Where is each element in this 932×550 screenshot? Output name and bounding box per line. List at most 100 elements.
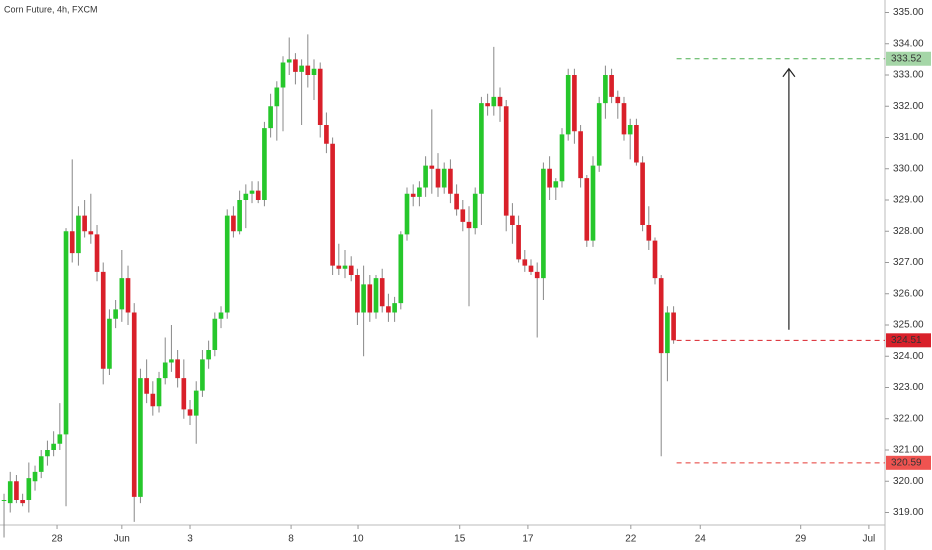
candle-body [423, 165, 428, 188]
candle-body [503, 106, 509, 216]
candle-body [460, 209, 466, 222]
candle-body [361, 284, 366, 313]
candle-body [76, 215, 81, 254]
x-tick-label: 10 [352, 534, 364, 545]
candle-body [305, 65, 311, 75]
x-tick-label: 28 [51, 534, 63, 545]
candle-body [435, 168, 441, 188]
candle-body [386, 306, 391, 313]
candle-body [255, 190, 261, 200]
candle-body [379, 278, 385, 307]
y-tick-label: 325.00 [893, 320, 924, 331]
candle-body [150, 393, 156, 407]
candle-body [454, 193, 459, 210]
candle-body [63, 231, 69, 435]
candle-body [355, 275, 360, 313]
candle-body [330, 143, 335, 266]
candle-body [572, 75, 577, 132]
candle-body [262, 128, 267, 200]
candle-body [627, 125, 633, 135]
candle-body [578, 131, 583, 179]
candle-body [658, 278, 664, 354]
candle-body [119, 278, 125, 310]
candle-body [206, 350, 211, 360]
candle-body [125, 278, 131, 313]
candle-body [640, 162, 645, 225]
candle-body [590, 165, 596, 241]
x-tick-label: 15 [454, 534, 466, 545]
candle-body [280, 62, 286, 88]
candle-body [646, 225, 652, 241]
candle-body [57, 434, 63, 444]
candle-body [299, 65, 304, 72]
price-label: 320.59 [891, 457, 922, 468]
candle-body [144, 378, 149, 394]
candle-body [94, 234, 100, 272]
candle-body [162, 362, 168, 379]
candle-body [268, 106, 273, 129]
candle-body [603, 75, 608, 104]
x-tick-label: 24 [695, 534, 707, 545]
candle-body [88, 231, 94, 235]
candle-body [131, 312, 137, 497]
candle-body [237, 200, 242, 232]
candle-body [441, 168, 447, 188]
candle-body [156, 378, 162, 407]
candle-body [348, 265, 354, 275]
candle-body [45, 450, 50, 457]
candle-body [293, 59, 298, 72]
candle-body [200, 359, 205, 391]
y-tick-label: 326.00 [893, 288, 924, 299]
y-tick-label: 319.00 [893, 507, 924, 518]
candle-body [169, 359, 174, 363]
x-tick-label: 8 [288, 534, 294, 545]
candle-body [671, 312, 676, 341]
candle-body [584, 178, 590, 241]
candle-body [417, 187, 422, 197]
y-tick-label: 329.00 [893, 195, 924, 206]
candle-body [429, 165, 435, 169]
candle-body [51, 443, 56, 450]
candle-body [559, 134, 565, 182]
y-tick-label: 327.00 [893, 257, 924, 268]
candle-body [218, 312, 224, 319]
candle-body [14, 481, 19, 500]
candle-body [187, 409, 193, 416]
candle-body [107, 318, 112, 369]
y-tick-label: 333.00 [893, 70, 924, 81]
candle-body [404, 193, 410, 235]
y-tick-label: 321.00 [893, 445, 924, 456]
candle-body [69, 231, 75, 254]
candle-body [466, 221, 472, 229]
candle-body [7, 481, 13, 504]
candle-body [181, 378, 187, 410]
x-tick-label: Jul [862, 534, 875, 545]
candle-body [100, 271, 106, 369]
candle-body [324, 125, 329, 144]
candle-body [510, 215, 515, 225]
candle-body [274, 87, 280, 107]
candle-body [621, 103, 627, 135]
candle-body [1, 500, 7, 501]
candle-body [342, 265, 348, 269]
candle-body [224, 215, 230, 313]
candle-body [634, 125, 639, 163]
candle-body [547, 168, 552, 188]
candle-body [26, 478, 32, 500]
candle-body [398, 234, 404, 304]
candle-body [516, 225, 521, 260]
candle-body [528, 265, 534, 272]
candle-body [286, 59, 292, 63]
candle-body [522, 259, 528, 266]
price-label-box [886, 51, 931, 66]
candle-body [82, 215, 87, 232]
candle-body [32, 471, 38, 482]
y-tick-label: 324.00 [893, 351, 924, 362]
candle-body [231, 215, 236, 232]
candle-body [448, 168, 453, 194]
y-tick-label: 332.00 [893, 101, 924, 112]
candle-body [38, 456, 44, 472]
candle-body [373, 278, 379, 313]
candle-body [317, 68, 323, 125]
y-tick-label: 331.00 [893, 132, 924, 143]
